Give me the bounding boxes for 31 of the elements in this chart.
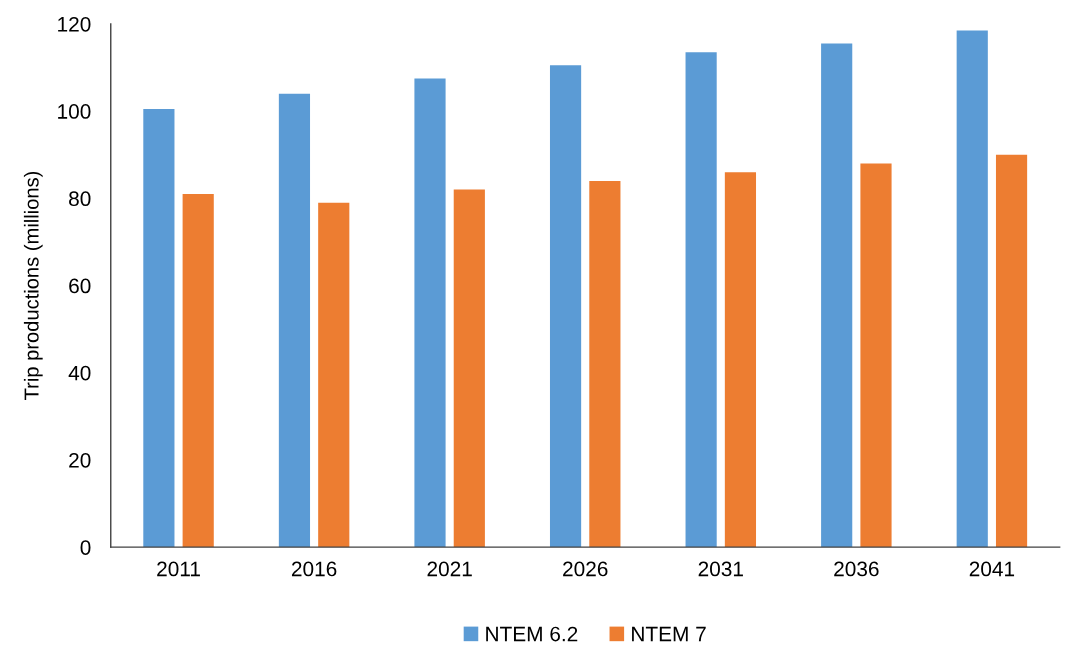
x-tick-label: 2036 <box>834 561 879 577</box>
bar <box>318 202 350 548</box>
bar <box>685 52 717 548</box>
bar <box>414 78 446 548</box>
bar <box>860 163 892 548</box>
x-tick-label: 2016 <box>291 561 337 577</box>
bar <box>589 180 621 548</box>
y-tick-label: 20 <box>69 452 91 468</box>
bar <box>182 193 214 548</box>
x-tick-label: 2026 <box>563 561 608 577</box>
bar <box>278 93 311 548</box>
y-tick-label: 100 <box>58 104 91 119</box>
x-tick-label: 2041 <box>969 561 1015 577</box>
y-tick-label: 0 <box>80 540 91 555</box>
bar <box>995 154 1028 548</box>
bar <box>143 108 175 548</box>
y-tick-label: 80 <box>69 191 91 207</box>
bar <box>724 172 757 548</box>
bar <box>821 43 853 548</box>
y-tick-label: 60 <box>69 278 91 294</box>
x-tick-label: 2031 <box>698 561 743 577</box>
x-tick-label: 2021 <box>427 561 472 577</box>
y-tick-label: 120 <box>58 16 91 32</box>
legend-label: NTEM 7 <box>632 626 706 642</box>
legend-label: NTEM 6.2 <box>486 626 578 642</box>
bar <box>549 65 582 548</box>
y-tick-label: 40 <box>68 365 91 381</box>
bar <box>453 189 485 548</box>
x-tick-label: 2011 <box>157 561 200 577</box>
bar <box>956 30 988 548</box>
y-axis-title: Trip productions (millions) <box>23 171 43 400</box>
